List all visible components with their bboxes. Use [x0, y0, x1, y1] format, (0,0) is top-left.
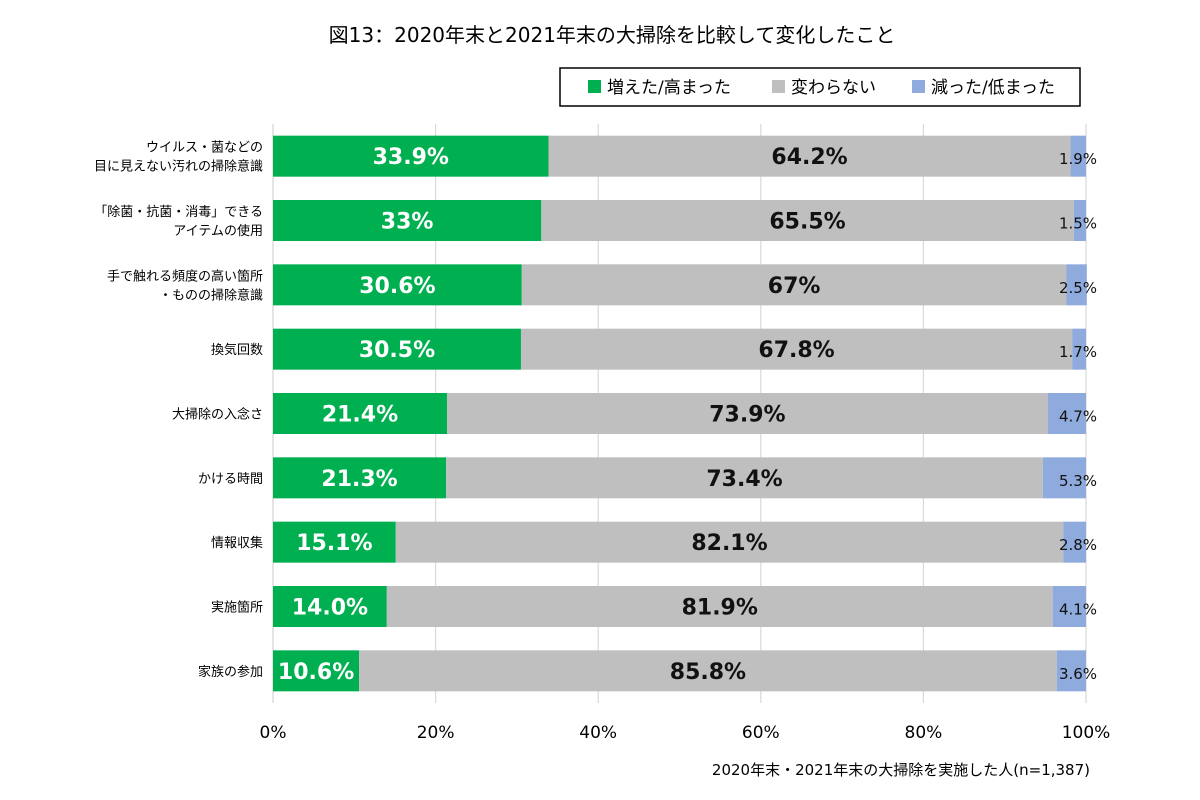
category-labels: ウイルス・菌などの目に見えない汚れの掃除意識「除菌・抗菌・消毒」できるアイテムの…	[94, 141, 263, 680]
bar-segment-5-0	[273, 457, 447, 499]
data-label-1-2: 1.5%	[1059, 215, 1097, 233]
bar-segment-7-2	[1052, 586, 1086, 627]
data-label-7-2: 4.1%	[1059, 601, 1097, 619]
data-label-6-1: 82.1%	[691, 531, 767, 556]
bar-segment-7-0	[273, 586, 387, 627]
data-label-0-2: 1.9%	[1059, 150, 1097, 168]
bar-segment-3-0	[273, 328, 521, 370]
bar-segment-1-1	[541, 200, 1074, 241]
data-label-2-0: 30.6%	[359, 274, 435, 299]
data-label-8-0: 10.6%	[278, 660, 354, 685]
data-label-4-2: 4.7%	[1059, 408, 1097, 426]
category-label-5-0: かける時間	[198, 472, 263, 487]
bar-segment-7-1	[386, 586, 1053, 627]
category-label-0-0: ウイルス・菌などの	[146, 141, 263, 156]
bar-segment-3-1	[520, 328, 1073, 370]
category-label-7-0: 実施箇所	[211, 600, 263, 616]
data-label-5-1: 73.4%	[706, 467, 782, 492]
legend-swatch-0	[588, 80, 601, 93]
bar-segment-2-1	[521, 264, 1067, 306]
data-label-3-2: 1.7%	[1059, 343, 1097, 361]
data-label-3-0: 30.5%	[359, 338, 435, 363]
data-label-7-0: 14.0%	[292, 596, 368, 621]
data-label-4-0: 21.4%	[322, 403, 398, 428]
data-label-1-0: 33%	[381, 210, 434, 235]
legend-box	[559, 67, 1081, 107]
data-label-2-1: 67%	[768, 274, 821, 299]
legend-label-1: 変わらない	[791, 78, 876, 98]
bar-segment-6-2	[1063, 521, 1086, 563]
bar-segment-8-0	[273, 650, 360, 692]
bar-segment-5-1	[446, 457, 1043, 499]
x-tick-label-1: 20%	[417, 723, 455, 743]
chart-title: 図13：2020年末と2021年末の大掃除を比較して変化したこと	[329, 23, 896, 47]
category-label-4-0: 大掃除の入念さ	[172, 407, 263, 423]
data-label-0-0: 33.9%	[373, 145, 449, 170]
data-label-1-1: 65.5%	[769, 210, 845, 235]
x-tick-label-3: 60%	[742, 723, 780, 743]
data-label-5-2: 5.3%	[1059, 472, 1097, 490]
bar-segment-4-2	[1047, 393, 1086, 434]
bar-segment-2-2	[1066, 264, 1087, 306]
category-label-6-0: 情報収集	[211, 535, 263, 551]
x-axis-label: 2020年末・2021年末の大掃除を実施した人(n=1,387)	[712, 761, 1090, 779]
bar-segment-1-0	[273, 200, 542, 241]
x-tick-label-0: 0%	[260, 723, 287, 743]
legend-swatch-2	[912, 80, 925, 93]
bar-segment-1-2	[1073, 200, 1086, 241]
legend-label-2: 減った/低まった	[931, 78, 1055, 98]
x-tick-label-4: 80%	[905, 723, 943, 743]
bar-segment-6-0	[273, 521, 396, 563]
data-labels: 33.9% 64.2% 1.9% 33% 65.5% 1.5% 30.6% 67% 2.5% 30…	[278, 145, 1097, 685]
bar-segment-2-0	[273, 264, 522, 306]
legend-label-0: 増えた/高まった	[607, 78, 731, 98]
bar-segment-6-1	[395, 521, 1064, 563]
data-label-6-0: 15.1%	[296, 531, 372, 556]
data-label-0-1: 64.2%	[771, 145, 847, 170]
bar-segment-3-2	[1072, 328, 1086, 370]
category-label-1-1: アイテムの使用	[173, 223, 263, 239]
bar-segment-0-0	[273, 135, 549, 177]
bar-segment-5-2	[1042, 457, 1086, 499]
data-label-2-2: 2.5%	[1059, 279, 1097, 297]
category-label-0-1: 目に見えない汚れの掃除意識	[94, 159, 263, 175]
category-label-3-0: 換気回数	[211, 342, 263, 358]
x-tick-label-5: 100%	[1062, 723, 1111, 743]
data-label-4-1: 73.9%	[709, 403, 785, 428]
data-label-8-2: 3.6%	[1059, 665, 1097, 683]
category-label-2-1: ・ものの掃除意識	[159, 287, 263, 303]
data-label-7-1: 81.9%	[682, 596, 758, 621]
bar-segment-0-1	[548, 135, 1071, 177]
legend-swatch-1	[772, 80, 785, 93]
data-label-5-0: 21.3%	[321, 467, 397, 492]
bar-segment-4-1	[446, 393, 1048, 434]
bar-segment-8-1	[359, 650, 1057, 692]
data-label-6-2: 2.8%	[1059, 536, 1097, 554]
category-label-1-0: 「除菌・抗菌・消毒」できる	[94, 205, 263, 220]
legend: 増えた/高まった 変わらない 減った/低まった	[588, 78, 1055, 98]
bar-segment-4-0	[273, 393, 447, 434]
bars	[273, 135, 1087, 692]
bar-segment-8-2	[1056, 650, 1086, 692]
data-label-8-1: 85.8%	[670, 660, 746, 685]
data-label-3-1: 67.8%	[758, 338, 834, 363]
x-axis-ticks: 0% 20% 40% 60% 80% 100%	[260, 723, 1111, 743]
category-label-8-0: 家族の参加	[198, 664, 263, 680]
x-tick-label-2: 40%	[579, 723, 617, 743]
category-label-2-0: 手で触れる頻度の高い箇所	[107, 268, 263, 284]
bar-segment-0-2	[1070, 135, 1086, 177]
